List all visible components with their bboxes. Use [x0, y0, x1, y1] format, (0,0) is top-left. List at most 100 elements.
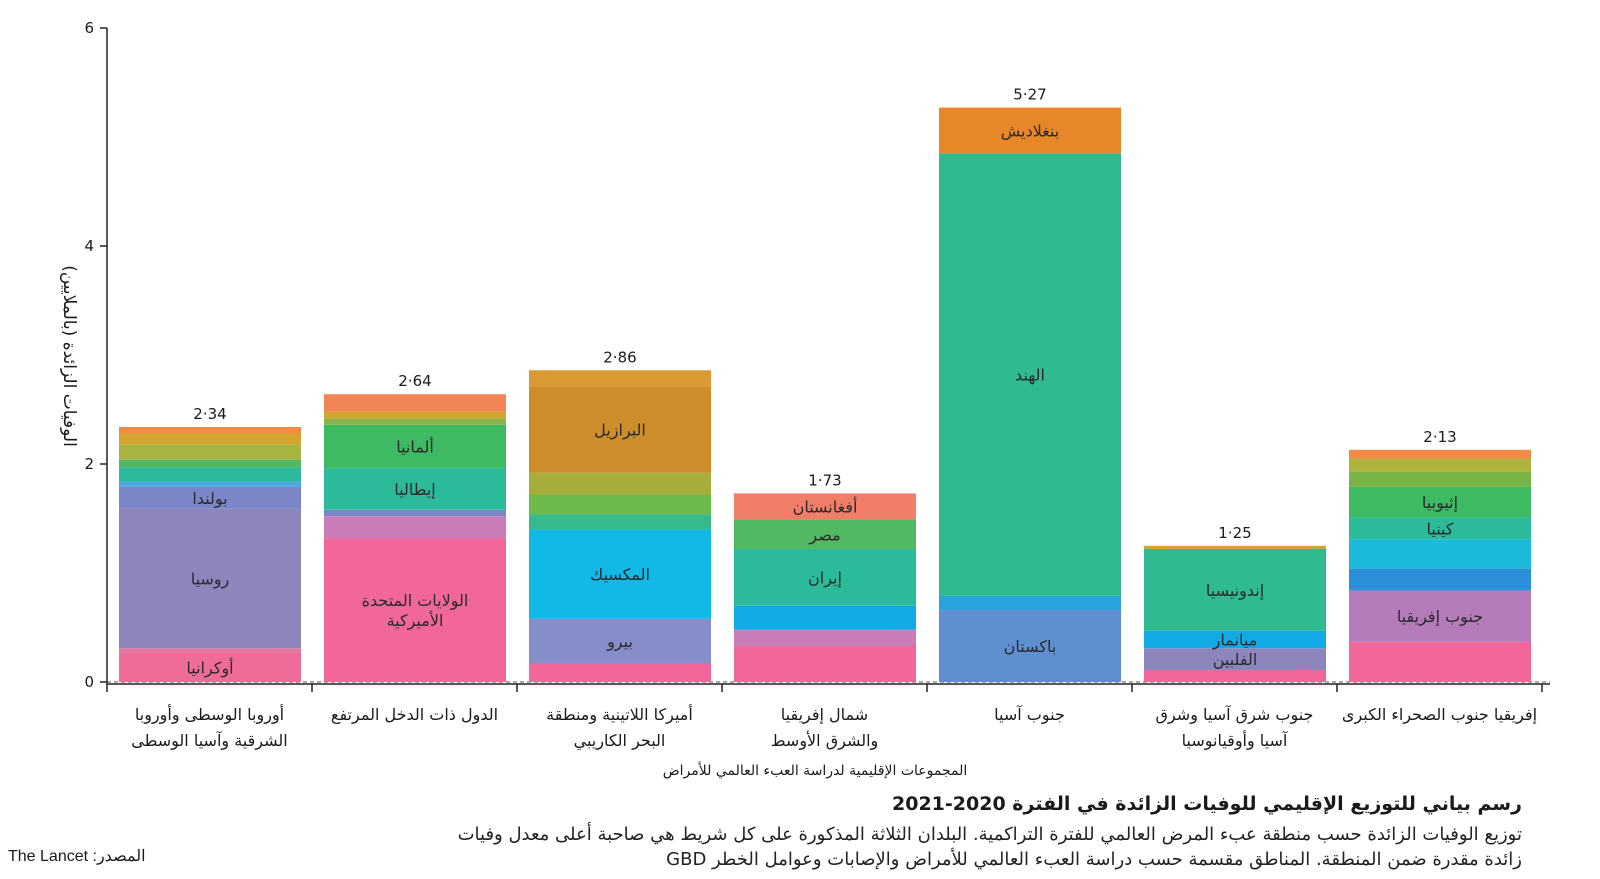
bar-total-label: 2·64: [398, 372, 431, 390]
bar-segment: [324, 394, 506, 412]
y-tick-label: 0: [84, 673, 94, 691]
x-axis-label: المجموعات الإقليمية لدراسة العبء العالمي…: [663, 761, 968, 779]
x-tick-label: جنوب شرق آسيا وشرق: [1156, 705, 1314, 725]
bar-segment: [1144, 670, 1326, 682]
segment-label: إندونيسيا: [1206, 581, 1264, 601]
segment-label: الفلبين: [1213, 650, 1258, 670]
bar-segment: [734, 493, 916, 520]
bar-segment: [529, 370, 711, 387]
x-tick-label: آسيا وأوقيانوسيا: [1182, 730, 1289, 751]
segment-label: الولايات المتحدة: [362, 591, 469, 611]
bar-segment: [324, 411, 506, 419]
y-axis-ticks: 0 2 4 6: [84, 19, 107, 691]
y-axis-label: الوفيات الزائدة (بالملايين): [59, 265, 79, 447]
bar-segment: [324, 418, 506, 425]
bar-segment: [1349, 641, 1531, 682]
segment-label: مصر: [808, 525, 840, 545]
bar-segment: [734, 549, 916, 606]
x-tick-label: إفريقيا جنوب الصحراء الكبرى: [1342, 705, 1537, 725]
segment-label: روسيا: [191, 569, 230, 589]
bar-stack: بيرو المكسيك البرازيل 2·86: [529, 348, 711, 682]
segment-label: أفغانستان: [793, 497, 858, 517]
segment-label: بولندا: [192, 489, 227, 509]
bar-segment: [1349, 590, 1531, 642]
x-tick-label: والشرق الأوسط: [771, 730, 879, 751]
bar-segment: [119, 444, 301, 460]
bar-segment: [1349, 568, 1531, 591]
x-tick-label: الدول ذات الدخل المرتفع: [331, 705, 498, 725]
bar-segment: [324, 516, 506, 539]
x-tick-label: أميركا اللاتينية ومنطقة: [546, 704, 693, 725]
bar-segment: [939, 153, 1121, 596]
bar-segment: [529, 663, 711, 682]
x-tick-label: أوروبا الوسطى وأوروبا: [135, 704, 284, 725]
bar-total-label: 2·86: [603, 348, 636, 366]
segment-label: إيطاليا: [394, 480, 435, 499]
bar-segment: [529, 618, 711, 664]
segment-label: ألمانيا: [396, 437, 434, 457]
bar-segment: [1349, 517, 1531, 540]
bar-segment: [1349, 471, 1531, 487]
segment-label: كينيا: [1427, 519, 1454, 538]
x-tick-label: الشرقية وآسيا الوسطى: [131, 731, 287, 751]
bar-segment: [939, 610, 1121, 682]
bar-segment: [119, 648, 301, 653]
bar-segment: [734, 629, 916, 647]
segment-label: الأميركية: [387, 610, 444, 631]
segment-label: الهند: [1015, 366, 1045, 386]
bar-segment: [119, 433, 301, 445]
bar-segment: [734, 605, 916, 630]
bar-segment: [939, 107, 1121, 154]
segment-label: بنغلاديش: [1001, 121, 1060, 141]
bar-segment: [119, 467, 301, 482]
bar-segment: [1349, 539, 1531, 569]
bar-segment: [324, 468, 506, 510]
segment-label: إثيوبيا: [1422, 493, 1458, 513]
bar-stack: إيران مصر أفغانستان 1·73: [734, 471, 916, 682]
bar-stack: أوكرانيا روسيا بولندا 2·34: [119, 405, 301, 682]
segment-label: ميانمار: [1212, 630, 1258, 650]
bar-segment: [324, 424, 506, 469]
x-tick-label: البحر الكاريبي: [574, 731, 666, 751]
bar-segment: [119, 426, 301, 434]
bar-segment: [1144, 648, 1326, 671]
bar-segment: [119, 459, 301, 468]
segment-label: المكسيك: [590, 565, 650, 584]
segment-label: أوكرانيا: [186, 657, 233, 678]
bar-segment: [324, 509, 506, 517]
bar-segment: [1349, 486, 1531, 518]
bar-segment: [119, 481, 301, 487]
bar-segment: [529, 472, 711, 495]
bar-segment: [734, 519, 916, 550]
bar-segment: [529, 386, 711, 473]
bar-total-label: 2·13: [1423, 428, 1456, 446]
bar-segment: [324, 538, 506, 682]
segment-label: إيران: [808, 568, 842, 588]
segment-label: البرازيل: [594, 421, 646, 441]
bar-total-label: 2·34: [193, 405, 226, 423]
bar-segment: [1144, 630, 1326, 649]
bar-segment: [1349, 449, 1531, 459]
bar-total-label: 1·25: [1218, 524, 1251, 542]
segment-label: جنوب إفريقيا: [1397, 607, 1483, 627]
bar-segment: [119, 486, 301, 509]
x-axis-ticks: أوروبا الوسطى وأوروبا الشرقية وآسيا الوسط…: [106, 684, 1543, 751]
bar-segment: [529, 529, 711, 619]
caption-description: توزيع الوفيات الزائدة حسب منطقة عبء المر…: [457, 824, 1522, 870]
segment-label: بيرو: [606, 632, 633, 652]
bar-segment: [529, 514, 711, 530]
bar-total-label: 5·27: [1013, 86, 1046, 104]
y-tick-label: 4: [84, 237, 94, 255]
y-tick-label: 6: [84, 19, 94, 37]
bar-stack: باكستان الهند بنغلاديش 5·27: [939, 86, 1121, 682]
x-tick-label: جنوب آسيا: [994, 705, 1065, 725]
x-tick-label: شمال إفريقيا: [781, 705, 868, 725]
bar-segment: [529, 494, 711, 515]
bar-segment: [939, 595, 1121, 611]
bar-segment: [734, 646, 916, 682]
bar-segment: [119, 652, 301, 682]
